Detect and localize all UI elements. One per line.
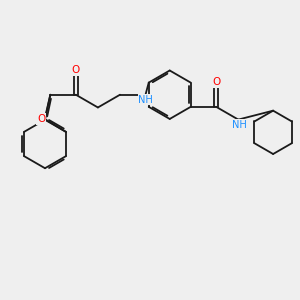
- Text: O: O: [37, 114, 45, 124]
- Text: NH: NH: [232, 120, 247, 130]
- Text: O: O: [212, 77, 220, 87]
- Text: NH: NH: [138, 95, 153, 105]
- Text: O: O: [72, 65, 80, 75]
